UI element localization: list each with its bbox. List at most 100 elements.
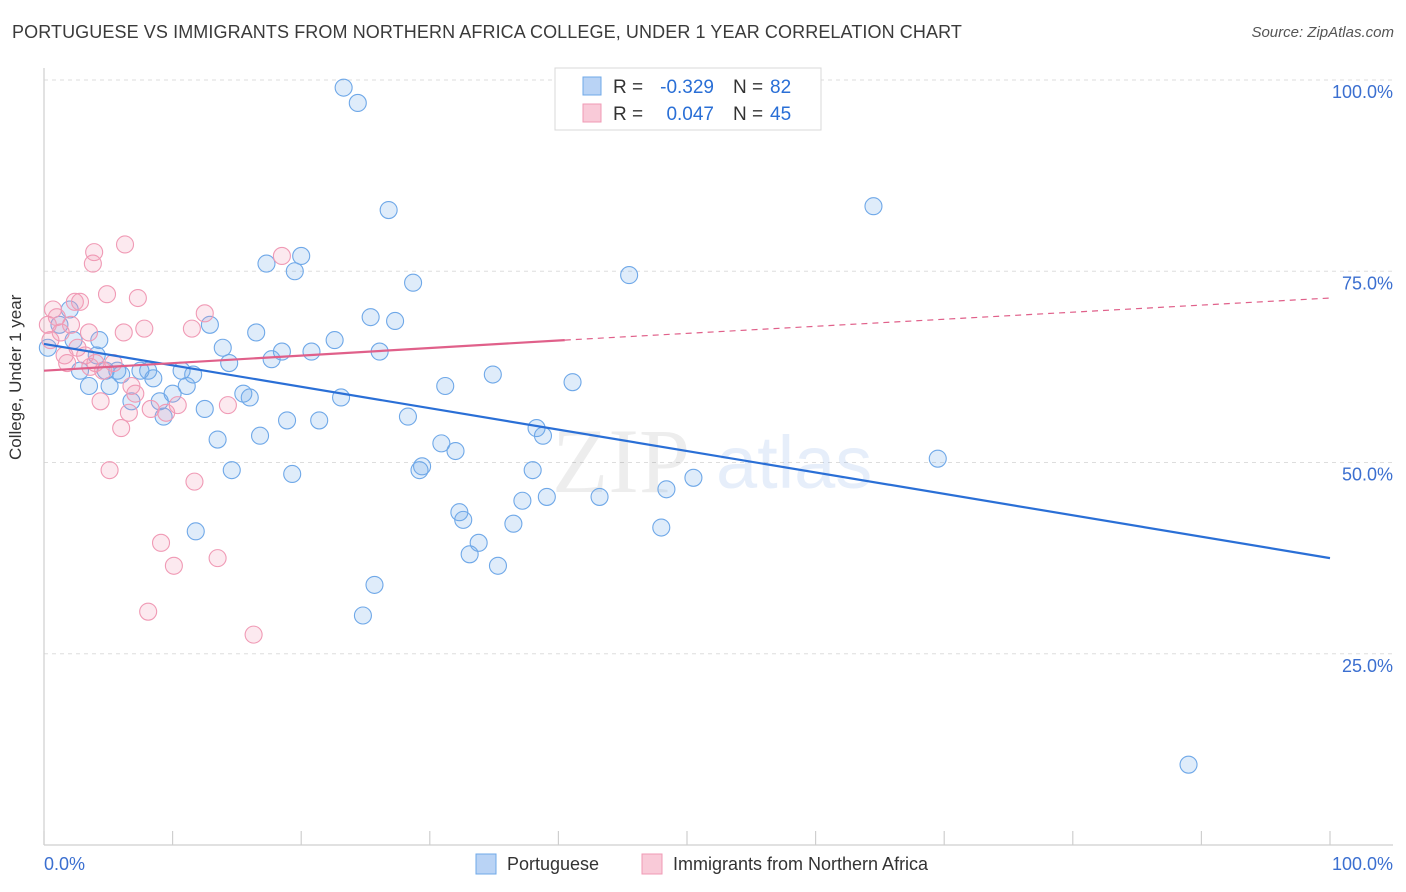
point-portuguese-65 [504,514,523,533]
point-portuguese-37 [283,464,302,484]
point-portuguese-15 [144,369,163,388]
legend-swatch-portuguese [475,853,497,875]
point-portuguese-66 [513,491,532,510]
point-immigrants-12 [79,323,99,342]
legend: Portuguese Immigrants from Northern Afri… [475,853,929,875]
point-portuguese-45 [348,93,367,112]
watermark-zip: ZIP [552,410,690,512]
point-immigrants-22 [112,419,131,438]
point-portuguese-27 [220,353,239,373]
chart-title: PORTUGUESE VS IMMIGRANTS FROM NORTHERN A… [12,22,962,42]
point-portuguese-7 [90,331,109,350]
point-portuguese-67 [523,461,542,480]
stats-n-value-immigrants: 45 [770,104,791,125]
legend-swatch-immigrants [641,853,663,875]
point-portuguese-28 [222,461,241,480]
data-points [38,74,1198,774]
point-immigrants-14 [83,254,102,273]
y-axis-label: College, Under 1 year [6,294,25,460]
stats-n-label-immigrants: N = [733,104,763,125]
point-portuguese-55 [413,457,432,476]
point-immigrants-6 [58,353,77,373]
point-immigrants-23 [114,323,133,342]
point-portuguese-47 [361,308,380,327]
point-immigrants-42 [272,246,291,265]
point-immigrants-24 [115,235,135,254]
point-immigrants-31 [141,399,160,419]
x-tick-label-max: 100.0% [1332,854,1393,874]
point-portuguese-32 [250,426,270,445]
point-immigrants-15 [85,243,104,262]
point-immigrants-34 [164,556,183,575]
point-portuguese-81 [1179,755,1198,774]
trend-line-portuguese [43,342,1331,560]
stats-r-label-portuguese: R = [613,77,643,98]
point-portuguese-34 [262,350,281,369]
point-immigrants-30 [139,602,158,621]
point-portuguese-41 [310,411,329,430]
point-immigrants-17 [91,392,110,411]
point-portuguese-36 [278,411,297,430]
point-immigrants-39 [208,549,227,568]
y-tick-label-75: 75.0% [1342,273,1393,293]
legend-label-immigrants: Immigrants from Northern Africa [673,854,929,874]
point-portuguese-74 [620,266,639,285]
stats-r-value-immigrants: 0.047 [666,104,714,125]
point-portuguese-23 [195,399,214,419]
point-portuguese-26 [213,338,232,357]
watermark-atlas: atlas [716,421,872,504]
point-portuguese-40 [302,342,321,361]
stats-r-label-immigrants: R = [613,104,643,125]
point-portuguese-51 [386,311,405,331]
point-portuguese-63 [483,365,502,384]
trend-line-immigrants-extension [564,297,1331,341]
stats-n-value-portuguese: 82 [770,77,791,98]
point-portuguese-64 [488,556,508,575]
point-portuguese-77 [684,468,703,487]
point-portuguese-44 [334,78,353,97]
y-tick-label-50: 50.0% [1342,465,1393,485]
x-tick-label-min: 0.0% [44,854,85,874]
point-portuguese-72 [563,373,582,392]
point-portuguese-62 [469,533,488,552]
point-portuguese-79 [864,197,883,216]
stats-r-value-portuguese: -0.329 [660,77,714,98]
trend-line-immigrants [43,339,565,372]
y-tick-label-100: 100.0% [1332,82,1393,102]
point-portuguese-56 [432,434,451,453]
point-immigrants-29 [135,319,154,338]
point-portuguese-48 [365,575,384,594]
point-immigrants-19 [97,285,117,304]
point-immigrants-8 [65,292,84,311]
y-tick-labels: 25.0% 50.0% 75.0% 100.0% [1332,82,1393,676]
x-axis-ticks [43,831,1331,845]
point-portuguese-60 [454,510,473,529]
point-portuguese-25 [208,430,227,449]
point-portuguese-58 [446,441,465,461]
point-immigrants-27 [126,384,145,403]
stats-swatch-immigrants [582,103,602,123]
point-portuguese-33 [257,254,276,273]
point-immigrants-36 [182,319,201,338]
point-portuguese-30 [240,388,259,407]
source-label: Source: ZipAtlas.com [1251,24,1394,41]
stats-box: R = -0.329 N = 82 R = 0.047 N = 45 [554,67,822,131]
point-portuguese-9 [100,376,119,396]
point-portuguese-20 [177,376,196,396]
point-immigrants-25 [119,403,138,422]
point-portuguese-38 [285,262,304,281]
point-immigrants-28 [128,288,147,308]
legend-label-portuguese: Portuguese [507,854,599,874]
point-portuguese-76 [657,480,676,499]
stats-swatch-portuguese [582,76,602,96]
point-portuguese-70 [537,487,556,506]
point-portuguese-57 [436,376,455,396]
point-portuguese-80 [928,449,947,468]
point-immigrants-35 [168,396,187,415]
point-immigrants-10 [70,292,90,311]
point-portuguese-39 [292,246,311,265]
point-portuguese-50 [379,201,398,220]
point-portuguese-18 [163,384,182,403]
point-portuguese-5 [79,376,99,396]
